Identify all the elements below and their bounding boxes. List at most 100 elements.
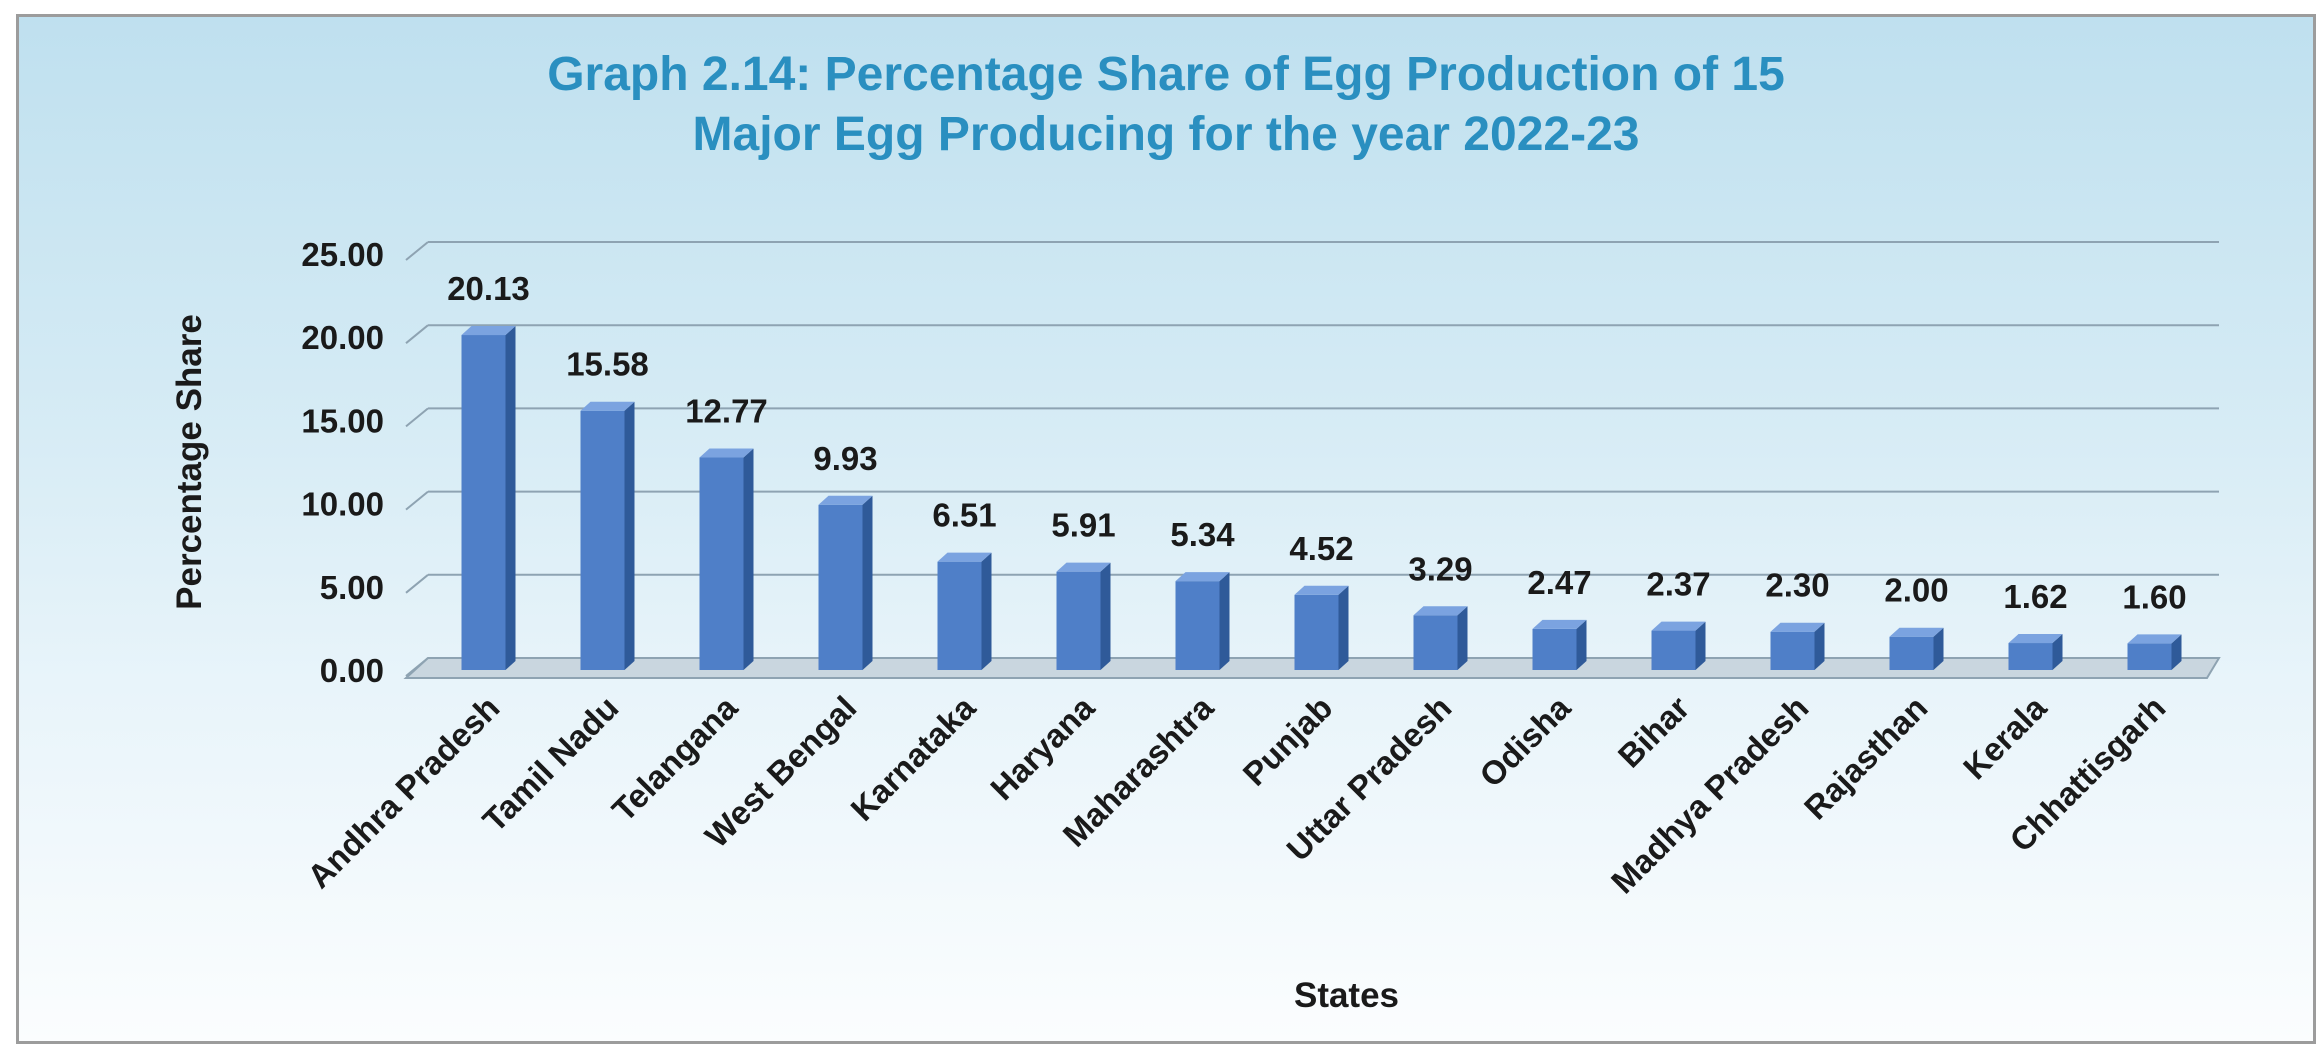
bar-side (743, 448, 754, 670)
y-tick-label: 15.00 (301, 402, 384, 439)
data-label: 2.37 (1646, 566, 1710, 603)
bar-side (1695, 621, 1706, 670)
bar-front (1294, 594, 1339, 670)
y-axis-title: Percentage Share (170, 314, 209, 610)
bar (580, 401, 635, 670)
data-label: 12.77 (685, 393, 768, 430)
x-category-label: Karnataka (843, 688, 982, 827)
bar-top (937, 552, 992, 562)
bar-front (699, 457, 744, 670)
gridline-tick (405, 241, 429, 261)
bar-front (1413, 615, 1458, 670)
data-label: 2.00 (1884, 572, 1948, 609)
chart-title: Graph 2.14: Percentage Share of Egg Prod… (19, 45, 2313, 165)
bar (2008, 634, 2063, 670)
bar-side (981, 552, 992, 670)
bar-side (1219, 572, 1230, 670)
bar (2127, 634, 2182, 670)
bar-top (1770, 622, 1825, 632)
bar-side (1576, 619, 1587, 670)
bar-top (1294, 585, 1349, 595)
bar-front (1889, 636, 1934, 670)
bar (1413, 606, 1468, 670)
gridline-tick (405, 324, 429, 344)
data-label: 5.34 (1170, 516, 1235, 553)
data-label: 1.62 (2003, 578, 2067, 615)
bar-top (1413, 606, 1468, 616)
bar-top (461, 326, 516, 336)
bar (699, 448, 754, 670)
bar-top (1889, 627, 1944, 637)
bar-top (1175, 572, 1230, 582)
bar-top (699, 448, 754, 458)
bar-front (580, 410, 625, 670)
data-label: 3.29 (1408, 550, 1472, 587)
bar-side (624, 401, 635, 670)
bar-front (1770, 631, 1815, 670)
data-label: 9.93 (813, 440, 877, 477)
gridline-tick (405, 490, 429, 511)
x-category-label: Rajasthan (1797, 689, 1935, 827)
bar-top (1532, 619, 1587, 629)
bar-side (1457, 606, 1468, 670)
data-label: 20.13 (447, 270, 530, 307)
data-label: 6.51 (932, 497, 996, 534)
y-tick-label: 5.00 (320, 569, 384, 606)
bar-front (818, 504, 863, 670)
bar-side (505, 326, 516, 670)
bar-top (1651, 621, 1706, 631)
data-label: 4.52 (1289, 530, 1353, 567)
y-tick-label: 10.00 (301, 486, 384, 523)
bar-top (1056, 562, 1111, 572)
bar-side (2052, 634, 2063, 670)
bar-front (1175, 581, 1220, 670)
bar-side (2171, 634, 2182, 670)
chart-plot: 0.00 5.00 10.00 15.00 20.00 25.00 20.13 15.58 1… (170, 236, 2221, 1015)
bar (1532, 619, 1587, 670)
bar-front (937, 561, 982, 670)
bar (937, 552, 992, 670)
bar (1770, 622, 1825, 670)
y-tick-label: 20.00 (301, 319, 384, 356)
y-axis-ticks: 0.00 5.00 10.00 15.00 20.00 25.00 (301, 236, 384, 689)
chart-title-line-1: Graph 2.14: Percentage Share of Egg Prod… (547, 48, 1785, 101)
data-label: 5.91 (1051, 507, 1115, 544)
data-label: 2.47 (1527, 564, 1591, 601)
bar (1175, 572, 1230, 670)
y-tick-label: 25.00 (301, 236, 384, 273)
bar-front (2008, 643, 2053, 670)
bar-top (2008, 634, 2063, 644)
bar-front (2127, 643, 2172, 670)
bar-top (580, 401, 635, 411)
x-category-label: Punjab (1235, 689, 1339, 793)
x-category-label: Bihar (1611, 689, 1697, 775)
bar-side (1338, 585, 1349, 670)
data-label: 15.58 (566, 346, 649, 383)
bars (461, 326, 2182, 670)
y-tick-label: 0.00 (320, 652, 384, 689)
bar-front (461, 335, 506, 670)
bar-front (1532, 628, 1577, 670)
bar-side (1100, 562, 1111, 670)
bar-side (1933, 627, 1944, 670)
bar (461, 326, 516, 670)
bar-front (1651, 630, 1696, 670)
bar (1056, 562, 1111, 670)
x-category-label: Haryana (983, 688, 1102, 807)
bar (818, 495, 873, 670)
x-category-label: Odisha (1472, 688, 1578, 794)
bar (1651, 621, 1706, 670)
chart-title-line-2: Major Egg Producing for the year 2022-23 (692, 108, 1640, 161)
x-category-label: Madhya Pradesh (1604, 689, 1816, 901)
gridline-tick (405, 407, 429, 428)
bar-front (1056, 571, 1101, 670)
bar (1889, 627, 1944, 670)
data-labels: 20.13 15.58 12.77 9.93 6.51 5.91 5.34 4.52 3.29 2… (447, 270, 2186, 615)
gridline-tick (405, 574, 429, 594)
bar-top (818, 495, 873, 505)
chart-frame: Graph 2.14: Percentage Share of Egg Prod… (16, 14, 2316, 1044)
x-category-label: Kerala (1956, 688, 2054, 786)
data-label: 1.60 (2122, 578, 2186, 615)
bar-top (2127, 634, 2182, 644)
